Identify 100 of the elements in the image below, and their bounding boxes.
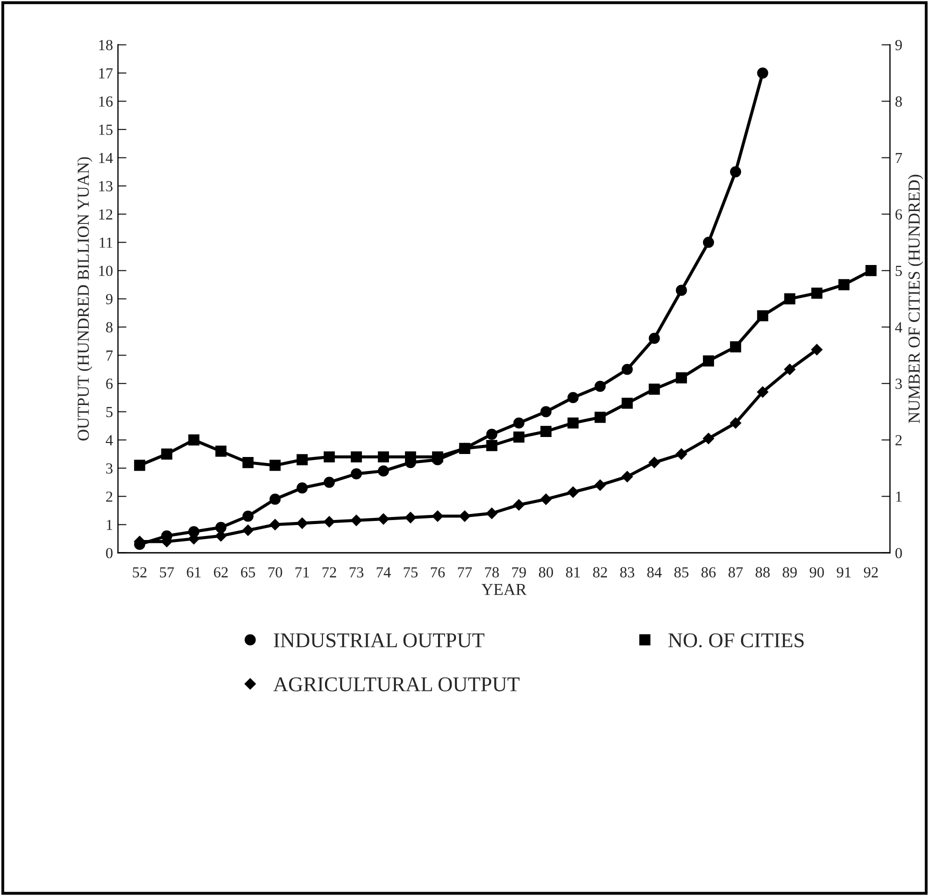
y2-tick-label: 6 bbox=[896, 209, 902, 220]
x-tick-label: 75 bbox=[404, 567, 418, 578]
x-tick-label: 73 bbox=[350, 567, 364, 578]
point bbox=[459, 510, 470, 522]
x-tick-label: 78 bbox=[485, 567, 499, 578]
point bbox=[594, 479, 606, 491]
point bbox=[622, 471, 633, 482]
x-tick-label: 84 bbox=[647, 567, 662, 578]
point bbox=[161, 448, 172, 460]
point bbox=[378, 465, 389, 477]
point bbox=[784, 364, 796, 375]
x-tick-label: 92 bbox=[864, 567, 878, 578]
y-tick-label: 15 bbox=[99, 124, 113, 135]
point bbox=[269, 519, 281, 530]
point bbox=[648, 332, 660, 344]
x-tick-label: 89 bbox=[782, 567, 797, 578]
x-tick-label: 52 bbox=[132, 567, 146, 578]
x-tick-label: 77 bbox=[458, 567, 472, 578]
x-tick-label: 86 bbox=[701, 567, 716, 578]
y-tick-label: 4 bbox=[106, 435, 113, 446]
x-tick-label: 80 bbox=[538, 567, 554, 578]
point bbox=[350, 514, 362, 526]
y-tick-label: 9 bbox=[106, 294, 112, 304]
point bbox=[622, 398, 633, 409]
point bbox=[296, 482, 308, 494]
point bbox=[350, 468, 362, 480]
y2-tick-label: 9 bbox=[895, 40, 902, 50]
point bbox=[378, 513, 390, 525]
x-tick-label: 65 bbox=[241, 567, 256, 578]
x-tick-label: 57 bbox=[160, 567, 174, 578]
point bbox=[568, 417, 579, 429]
point bbox=[242, 510, 254, 522]
legend-label: AGRICULTURAL OUTPUT bbox=[273, 677, 520, 692]
point bbox=[296, 518, 308, 529]
point bbox=[568, 392, 579, 404]
y-tick-label: 5 bbox=[106, 407, 113, 418]
y-tick-label: 3 bbox=[106, 463, 113, 474]
x-tick-label: 87 bbox=[728, 567, 743, 578]
point bbox=[676, 448, 688, 460]
y-tick-label: 0 bbox=[106, 548, 113, 558]
point bbox=[134, 460, 146, 471]
point bbox=[432, 451, 444, 462]
point bbox=[757, 386, 768, 398]
point bbox=[567, 486, 579, 498]
x-tick-label: 74 bbox=[376, 567, 391, 578]
y-tick-label: 14 bbox=[99, 152, 113, 163]
point bbox=[432, 510, 444, 522]
y2-tick-label: 2 bbox=[896, 435, 902, 446]
point bbox=[730, 166, 742, 178]
point bbox=[270, 460, 281, 471]
y2-axis-title: NUMBER OF CITIES (HUNDRED) bbox=[908, 174, 924, 424]
point bbox=[594, 380, 606, 392]
x-tick-label: 91 bbox=[836, 567, 851, 578]
point bbox=[757, 67, 768, 79]
point bbox=[242, 524, 254, 536]
x-tick-label: 85 bbox=[674, 567, 688, 578]
y2-tick-label: 4 bbox=[895, 322, 902, 332]
x-tick-label: 72 bbox=[322, 567, 336, 578]
y2-tick-label: 3 bbox=[896, 378, 902, 389]
x-axis-title: YEAR bbox=[481, 584, 527, 595]
point bbox=[486, 508, 498, 519]
point bbox=[459, 442, 470, 454]
y-tick-label: 16 bbox=[99, 96, 113, 107]
y-axis-title: OUTPUT (HUNDRED BILLION YUAN) bbox=[77, 157, 92, 440]
point bbox=[486, 428, 498, 440]
point bbox=[215, 522, 226, 533]
y2-tick-label: 5 bbox=[896, 266, 902, 276]
point bbox=[215, 446, 226, 457]
y2-tick-label: 7 bbox=[896, 152, 902, 163]
point bbox=[242, 456, 254, 468]
point bbox=[702, 236, 714, 248]
legend-label: NO. OF CITIES bbox=[668, 633, 804, 648]
x-tick-label: 81 bbox=[566, 567, 580, 578]
y2-tick-label: 8 bbox=[895, 96, 902, 107]
y-tick-label: 1 bbox=[106, 520, 112, 530]
y2-tick-label: 1 bbox=[896, 492, 902, 502]
point bbox=[540, 426, 552, 438]
point bbox=[811, 344, 822, 356]
point bbox=[702, 355, 714, 366]
point bbox=[270, 494, 281, 505]
point bbox=[811, 288, 822, 299]
point bbox=[676, 284, 687, 296]
y-tick-label: 10 bbox=[99, 266, 113, 276]
point bbox=[648, 384, 660, 395]
y-tick-label: 12 bbox=[99, 209, 112, 220]
y-tick-label: 17 bbox=[99, 68, 113, 78]
y-tick-label: 8 bbox=[106, 322, 113, 332]
point bbox=[324, 451, 335, 462]
y-tick-label: 13 bbox=[99, 181, 113, 192]
x-tick-label: 76 bbox=[430, 567, 445, 578]
y-tick-label: 6 bbox=[106, 378, 113, 389]
point bbox=[730, 417, 742, 429]
x-tick-label: 79 bbox=[512, 567, 526, 578]
y-tick-label: 18 bbox=[99, 40, 113, 50]
x-tick-label: 61 bbox=[186, 567, 201, 578]
point bbox=[404, 512, 416, 524]
y-tick-label: 11 bbox=[100, 238, 112, 248]
x-tick-label: 62 bbox=[214, 567, 228, 578]
point bbox=[378, 451, 389, 462]
x-tick-label: 71 bbox=[296, 567, 309, 578]
